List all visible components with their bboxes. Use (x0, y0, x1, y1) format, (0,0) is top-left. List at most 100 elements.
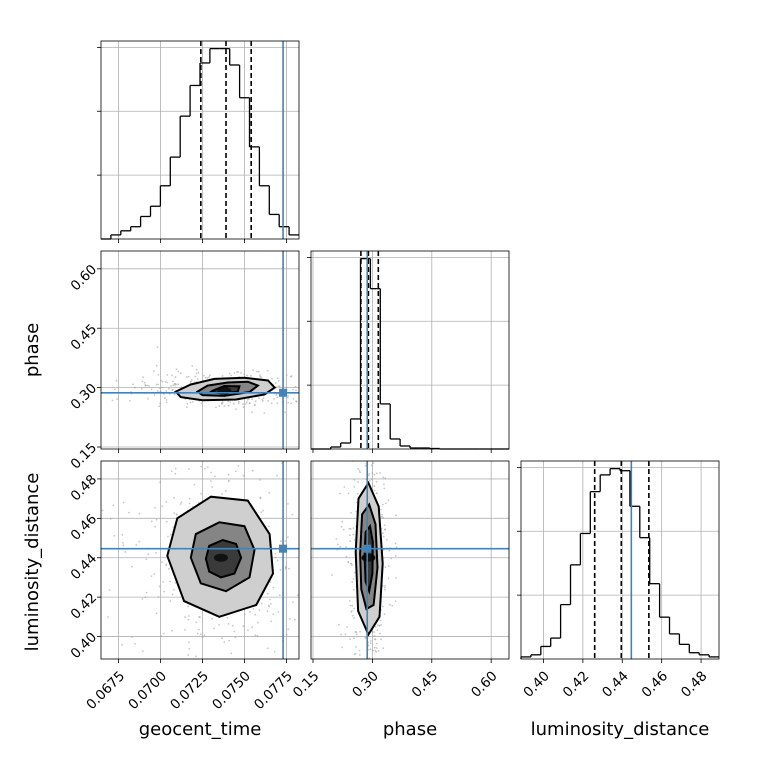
sample-point-geocent_time-vs-luminosity_distance (150, 520, 153, 523)
sample-point-geocent_time-vs-luminosity_distance (201, 636, 204, 638)
sample-point-phase-vs-luminosity_distance (340, 525, 343, 528)
sample-point-geocent_time-vs-luminosity_distance (195, 655, 197, 658)
xtick-label-geocent_time-1: 0.0700 (125, 668, 170, 713)
xtick-label-luminosity_distance-1: 0.42 (560, 668, 593, 701)
sample-point-phase-vs-luminosity_distance (341, 646, 343, 649)
sample-point-geocent_time-vs-luminosity_distance (210, 471, 213, 474)
sample-point-geocent_time-vs-phase (111, 399, 114, 402)
sample-point-geocent_time-vs-phase (295, 389, 297, 392)
truth-marker-geocent_time-vs-phase (279, 388, 288, 397)
sample-point-phase-vs-luminosity_distance (339, 545, 342, 548)
xtick-label-geocent_time-3: 0.0750 (209, 668, 254, 713)
sample-point-phase-vs-luminosity_distance (351, 614, 354, 617)
sample-point-phase-vs-luminosity_distance (341, 520, 344, 523)
sample-point-geocent_time-vs-luminosity_distance (334, 561, 336, 563)
sample-point-geocent_time-vs-luminosity_distance (165, 520, 168, 523)
sample-point-phase-vs-luminosity_distance (382, 605, 384, 608)
sample-point-geocent_time-vs-phase (160, 379, 163, 382)
sample-point-phase-vs-luminosity_distance (380, 638, 382, 641)
sample-point-phase-vs-luminosity_distance (352, 527, 355, 529)
sample-point-phase-vs-luminosity_distance (384, 566, 387, 568)
sample-point-phase-vs-luminosity_distance (384, 502, 387, 505)
sample-point-geocent_time-vs-luminosity_distance (181, 432, 183, 434)
sample-point-geocent_time-vs-luminosity_distance (170, 470, 173, 473)
sample-point-phase-vs-luminosity_distance (373, 631, 376, 633)
sample-point-geocent_time-vs-phase (228, 372, 231, 375)
sample-point-geocent_time-vs-luminosity_distance (161, 505, 164, 508)
sample-point-phase-vs-luminosity_distance (355, 501, 358, 504)
sample-point-phase-vs-luminosity_distance (370, 478, 373, 480)
sample-point-geocent_time-vs-luminosity_distance (243, 613, 246, 616)
sample-point-geocent_time-vs-luminosity_distance (122, 544, 125, 547)
sample-point-geocent_time-vs-phase (194, 375, 197, 378)
sample-point-geocent_time-vs-phase (303, 379, 305, 381)
contour-phase-vs-luminosity_distance-outer (354, 480, 384, 637)
sample-point-geocent_time-vs-phase (165, 390, 168, 392)
xtick-label-phase-3: 0.60 (468, 668, 501, 701)
xtick-label-luminosity_distance-4: 0.48 (678, 668, 711, 701)
sample-point-geocent_time-vs-luminosity_distance (270, 454, 272, 456)
sample-point-geocent_time-vs-luminosity_distance (270, 603, 272, 605)
sample-point-geocent_time-vs-luminosity_distance (292, 601, 294, 603)
sample-point-geocent_time-vs-luminosity_distance (287, 628, 290, 631)
sample-point-phase-vs-luminosity_distance (368, 452, 370, 454)
sample-point-phase-vs-luminosity_distance (360, 664, 362, 666)
sample-point-geocent_time-vs-phase (204, 376, 207, 379)
sample-point-geocent_time-vs-luminosity_distance (266, 610, 269, 613)
sample-point-geocent_time-vs-luminosity_distance (188, 468, 190, 470)
sample-point-geocent_time-vs-luminosity_distance (266, 592, 269, 595)
sample-point-phase-vs-luminosity_distance (371, 663, 373, 665)
xtick-label-phase-0: 0.15 (290, 668, 323, 701)
sample-point-geocent_time-vs-phase (254, 404, 256, 407)
sample-point-geocent_time-vs-luminosity_distance (211, 617, 213, 620)
sample-point-geocent_time-vs-phase (157, 383, 160, 386)
sample-point-phase-vs-luminosity_distance (351, 610, 353, 612)
sample-point-geocent_time-vs-phase (326, 390, 328, 392)
sample-point-phase-vs-luminosity_distance (379, 619, 382, 622)
sample-point-geocent_time-vs-luminosity_distance (267, 525, 270, 528)
sample-point-geocent_time-vs-phase (276, 396, 279, 399)
sample-point-geocent_time-vs-luminosity_distance (203, 634, 206, 637)
sample-point-geocent_time-vs-luminosity_distance (173, 496, 175, 499)
sample-point-geocent_time-vs-phase (237, 371, 240, 373)
sample-point-geocent_time-vs-phase (292, 388, 294, 391)
sample-point-phase-vs-luminosity_distance (370, 443, 372, 445)
sample-point-geocent_time-vs-phase (143, 381, 146, 384)
sample-point-geocent_time-vs-phase (189, 380, 192, 383)
sample-point-phase-vs-luminosity_distance (381, 449, 383, 451)
sample-point-geocent_time-vs-phase (191, 365, 194, 367)
sample-point-geocent_time-vs-phase (153, 370, 155, 372)
sample-point-geocent_time-vs-phase (142, 376, 145, 379)
sample-point-geocent_time-vs-phase (301, 381, 303, 383)
sample-point-geocent_time-vs-phase (261, 398, 264, 401)
sample-point-phase-vs-luminosity_distance (348, 600, 351, 602)
sample-point-phase-vs-luminosity_distance (351, 604, 354, 607)
sample-point-geocent_time-vs-phase (177, 383, 180, 386)
sample-point-geocent_time-vs-luminosity_distance (154, 506, 157, 509)
sample-point-phase-vs-luminosity_distance (394, 577, 397, 579)
sample-point-phase-vs-luminosity_distance (379, 472, 381, 474)
sample-point-phase-vs-luminosity_distance (383, 586, 386, 589)
x-axis-label-geocent-time: geocent_time (139, 719, 262, 740)
sample-point-geocent_time-vs-luminosity_distance (291, 513, 294, 516)
sample-point-phase-vs-luminosity_distance (394, 542, 397, 545)
sample-point-geocent_time-vs-luminosity_distance (276, 559, 279, 562)
sample-point-phase-vs-luminosity_distance (395, 514, 397, 517)
sample-point-geocent_time-vs-phase (252, 369, 254, 371)
sample-point-phase-vs-luminosity_distance (351, 581, 353, 583)
sample-point-geocent_time-vs-luminosity_distance (284, 566, 287, 569)
sample-point-geocent_time-vs-luminosity_distance (206, 466, 209, 468)
sample-point-geocent_time-vs-luminosity_distance (320, 661, 322, 663)
sample-point-geocent_time-vs-luminosity_distance (259, 479, 261, 481)
sample-point-phase-vs-luminosity_distance (362, 429, 364, 431)
sample-point-geocent_time-vs-phase (284, 411, 286, 414)
sample-point-phase-vs-luminosity_distance (353, 486, 356, 488)
sample-point-geocent_time-vs-phase (227, 404, 230, 407)
sample-point-geocent_time-vs-luminosity_distance (229, 662, 231, 664)
sample-point-phase-vs-luminosity_distance (373, 634, 376, 637)
truth-marker-geocent_time-vs-luminosity_distance (279, 544, 288, 553)
sample-point-geocent_time-vs-luminosity_distance (131, 636, 133, 638)
sample-point-geocent_time-vs-luminosity_distance (302, 544, 304, 546)
sample-point-geocent_time-vs-phase (276, 377, 279, 380)
sample-point-phase-vs-luminosity_distance (384, 477, 387, 480)
